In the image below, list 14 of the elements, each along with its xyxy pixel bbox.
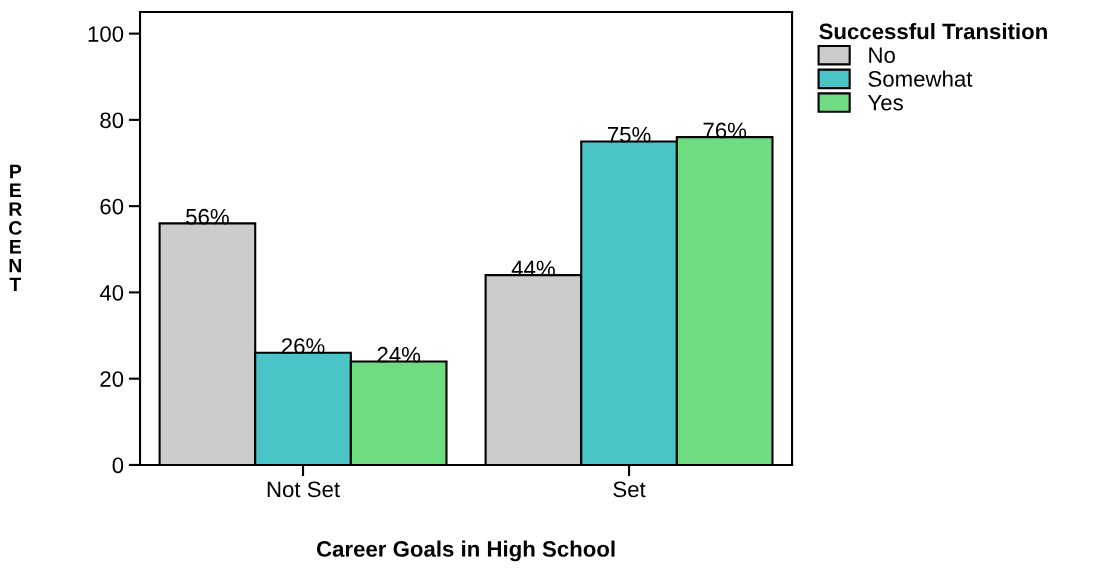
y-axis-title: PERCENT [9,164,22,292]
x-tick-label: Set [613,481,646,498]
x-axis-title: Career Goals in High School [316,540,615,562]
y-tick-label: 0 [112,457,124,474]
x-tick-label: Not Set [267,481,340,498]
y-tick-label: 100 [88,26,124,42]
legend-label: Yes [867,94,903,111]
y-tick-label: 80 [100,112,124,129]
legend-label: Somewhat [868,70,973,87]
legend-label: No [869,47,895,64]
y-tick-label: 60 [100,198,124,215]
y-tick-label: 20 [100,371,124,387]
legend-title: Successful Transition [819,23,1047,40]
y-tick-label: 40 [99,284,124,301]
